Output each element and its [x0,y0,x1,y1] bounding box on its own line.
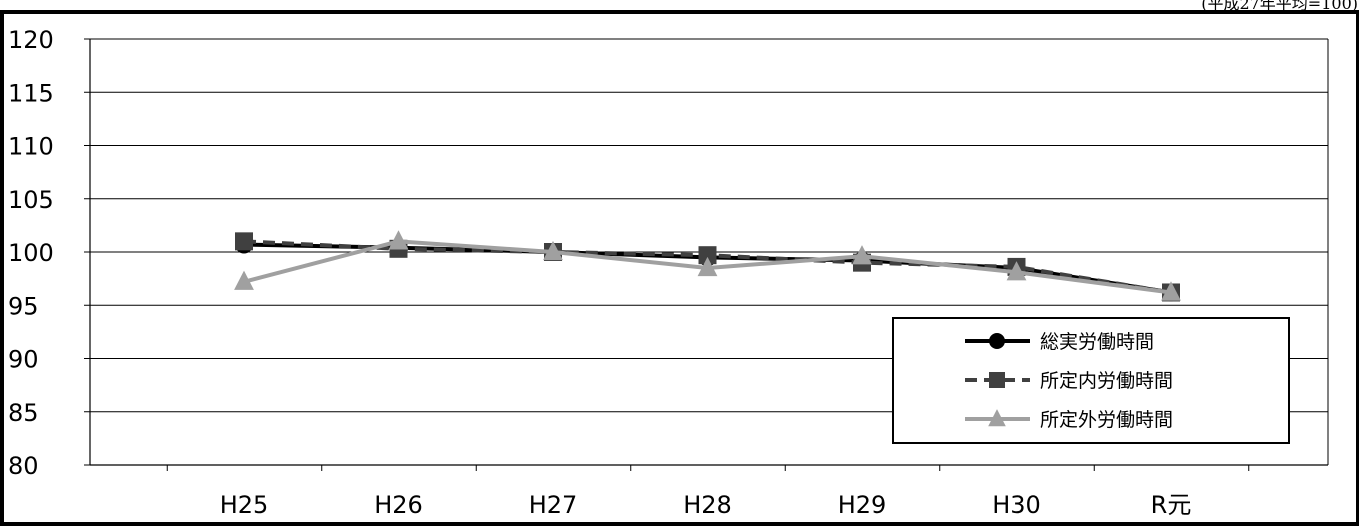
x-tick-label: H25 [220,491,269,519]
y-tick-label: 115 [8,79,54,107]
legend-marker-swatch [989,333,1005,349]
axes [84,38,1329,471]
data-point [1006,261,1027,281]
series-3 [234,230,1181,301]
legend-label: 所定外労働時間 [1040,409,1173,431]
legend-marker-swatch [989,372,1005,388]
data-point [697,256,718,277]
y-tick-label: 105 [8,186,54,214]
legend-entry: 所定外労働時間 [965,409,1173,431]
data-point [388,230,409,250]
data-point [698,246,717,265]
data-point [234,270,254,290]
y-tick-label: 95 [8,292,39,320]
y-axis-tick-labels: 80 85 90 95 100 105 110 115 120 [8,26,54,480]
y-tick-label: 90 [8,346,39,374]
y-tick-label: 85 [8,399,39,427]
x-tick-label: R元 [1151,491,1192,519]
y-tick-label: 80 [8,452,39,480]
legend-box [892,317,1290,444]
x-tick-label: H29 [838,491,887,519]
x-axis-tick-labels: H25 H26 H27 H28 H29 H30 R元 [220,491,1192,519]
data-series [234,230,1181,302]
legend-entry: 所定内労働時間 [965,370,1173,392]
index-base-note: (平成27年平均=100) [1201,0,1358,13]
x-tick-label: H26 [374,491,423,519]
legend-label: 所定内労働時間 [1040,370,1173,392]
data-point [1161,281,1181,301]
data-point [852,245,872,265]
y-tick-label: 110 [8,133,54,161]
data-point [543,240,563,261]
legend-entry: 総実労働時間 [965,331,1154,353]
x-tick-label: H28 [683,491,732,519]
x-tick-label: H27 [529,491,578,519]
legend-label: 総実労働時間 [1040,331,1154,353]
y-tick-label: 100 [8,239,54,267]
chart-outer-frame [0,10,1359,526]
legend-marker-swatch [988,409,1006,427]
y-tick-label: 120 [8,26,54,54]
x-tick-label: H30 [992,491,1041,519]
data-point [235,232,253,251]
